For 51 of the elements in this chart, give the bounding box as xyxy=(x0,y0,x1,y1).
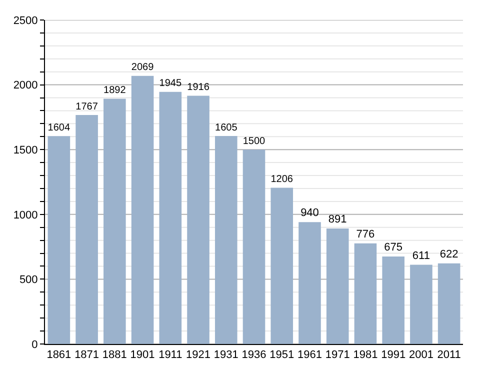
bar xyxy=(354,243,377,344)
x-tick-label: 1961 xyxy=(297,349,322,362)
data-label: 1945 xyxy=(159,78,182,90)
data-label: 1206 xyxy=(270,174,294,185)
data-label: 1604 xyxy=(48,122,70,134)
x-tick-label: 1951 xyxy=(270,349,294,362)
data-label: 1892 xyxy=(104,85,126,96)
data-label: 611 xyxy=(412,250,430,262)
bar xyxy=(104,98,126,344)
x-tick-label: 2001 xyxy=(408,349,434,362)
x-tick-label: 1936 xyxy=(242,349,266,362)
data-label: 675 xyxy=(384,242,403,254)
bar xyxy=(187,96,210,344)
bar xyxy=(270,188,294,344)
data-label: 1767 xyxy=(76,101,98,112)
bar xyxy=(214,136,238,344)
bar xyxy=(382,256,404,344)
data-label: 2069 xyxy=(131,62,154,74)
data-label: 1916 xyxy=(187,82,210,93)
x-tick-label: 2011 xyxy=(437,349,461,362)
y-tick-label: 1000 xyxy=(13,209,38,222)
x-tick-label: 1871 xyxy=(74,349,100,362)
x-tick-label: 1901 xyxy=(130,349,155,362)
data-label: 891 xyxy=(328,214,347,226)
bar xyxy=(326,228,349,344)
y-tick-label: 500 xyxy=(19,274,38,286)
bar xyxy=(48,136,70,344)
data-label: 940 xyxy=(300,207,319,220)
x-tick-label: 1991 xyxy=(381,349,406,362)
x-tick-label: 1881 xyxy=(102,349,127,362)
bar xyxy=(438,263,460,344)
data-label: 1605 xyxy=(215,122,238,134)
x-tick-label: 1921 xyxy=(186,349,211,362)
bar xyxy=(242,150,266,344)
x-tick-label: 1981 xyxy=(353,349,378,362)
bar xyxy=(159,92,182,344)
bar xyxy=(298,222,321,344)
x-tick-label: 1931 xyxy=(214,349,238,362)
x-tick-label: 1861 xyxy=(46,349,72,362)
bar xyxy=(410,264,432,344)
data-label: 1500 xyxy=(242,136,266,147)
bar xyxy=(131,76,154,344)
x-tick-label: 1971 xyxy=(325,349,350,362)
y-tick-label: 2000 xyxy=(13,80,38,92)
data-label: 776 xyxy=(356,228,375,240)
y-tick-label: 2500 xyxy=(13,14,38,27)
data-label: 622 xyxy=(440,248,458,260)
y-tick-label: 0 xyxy=(32,338,38,351)
bar xyxy=(76,115,98,344)
y-tick-label: 1500 xyxy=(13,144,38,156)
x-tick-label: 1911 xyxy=(158,349,182,362)
